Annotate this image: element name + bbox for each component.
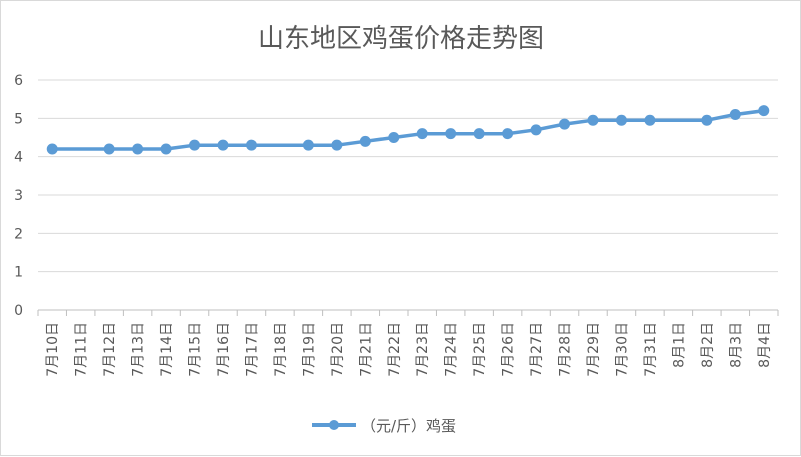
x-tick-label: 7月22日 xyxy=(387,322,403,377)
x-tick-label: 7月13日 xyxy=(131,322,147,377)
x-tick-label: 7月27日 xyxy=(529,322,545,377)
legend-marker-swatch xyxy=(329,420,339,430)
x-tick-label: 7月30日 xyxy=(614,322,630,377)
chart-title: 山东地区鸡蛋价格走势图 xyxy=(258,24,544,54)
data-point xyxy=(559,118,571,130)
data-point xyxy=(245,139,257,151)
legend-label: （元/斤）鸡蛋 xyxy=(361,417,456,435)
y-tick-label: 2 xyxy=(14,226,23,242)
data-point xyxy=(331,139,343,151)
x-tick-label: 7月20日 xyxy=(330,322,346,377)
gridlines xyxy=(38,79,778,273)
x-axis-ticks: 7月10日 7月11日 7月12日 7月13日 7月14日 7月15日 7月16日 7月17日… xyxy=(45,322,773,377)
x-tick-label: 8月4日 xyxy=(757,322,773,368)
x-tick-label: 7月25日 xyxy=(472,322,488,377)
x-tick-label: 7月24日 xyxy=(444,322,460,377)
series-layer xyxy=(46,105,770,155)
data-point xyxy=(644,114,656,126)
data-point xyxy=(46,143,58,155)
x-tick-label: 7月23日 xyxy=(415,322,431,377)
x-tick-label: 8月3日 xyxy=(728,322,744,368)
y-tick-label: 1 xyxy=(14,265,23,281)
data-point xyxy=(189,139,201,151)
data-point xyxy=(587,114,599,126)
x-tick-label: 7月14日 xyxy=(159,322,175,377)
x-tick-label: 7月18日 xyxy=(273,322,289,377)
data-point xyxy=(473,128,485,140)
data-point xyxy=(758,105,770,117)
data-point xyxy=(132,143,144,155)
x-tick-label: 7月29日 xyxy=(586,322,602,377)
x-tick-label: 7月21日 xyxy=(358,322,374,377)
x-tick-label: 8月2日 xyxy=(700,322,716,368)
y-tick-label: 4 xyxy=(14,150,23,166)
x-tick-label: 7月11日 xyxy=(74,322,90,377)
data-point xyxy=(701,114,713,126)
y-tick-label: 6 xyxy=(14,73,23,89)
x-tick-label: 7月15日 xyxy=(188,322,204,377)
axes xyxy=(37,309,779,316)
data-point xyxy=(103,143,115,155)
x-tick-label: 7月19日 xyxy=(301,322,317,377)
x-tick-label: 7月26日 xyxy=(501,322,517,377)
legend: （元/斤）鸡蛋 xyxy=(312,417,456,435)
data-point xyxy=(530,124,542,136)
x-tick-label: 7月17日 xyxy=(244,322,260,377)
series-line xyxy=(50,108,766,151)
data-point xyxy=(502,128,514,140)
x-tick-label: 7月31日 xyxy=(643,322,659,377)
data-point xyxy=(160,143,172,155)
x-tick-label: 7月28日 xyxy=(558,322,574,377)
data-point xyxy=(615,114,627,126)
x-tick-label: 7月10日 xyxy=(45,322,61,377)
data-point xyxy=(729,109,741,120)
data-point xyxy=(388,132,400,143)
data-point xyxy=(359,135,371,147)
data-point xyxy=(416,128,428,140)
y-tick-label: 0 xyxy=(14,303,23,319)
y-tick-label: 5 xyxy=(14,111,23,127)
y-axis-ticks: 0 1 2 3 4 5 6 xyxy=(14,73,23,319)
data-point xyxy=(217,139,229,151)
x-tick-label: 7月12日 xyxy=(102,322,118,377)
data-point xyxy=(302,139,314,151)
x-tick-label: 8月1日 xyxy=(671,322,687,368)
y-tick-label: 3 xyxy=(14,188,23,204)
data-point xyxy=(445,128,457,140)
x-tick-label: 7月16日 xyxy=(216,322,232,377)
